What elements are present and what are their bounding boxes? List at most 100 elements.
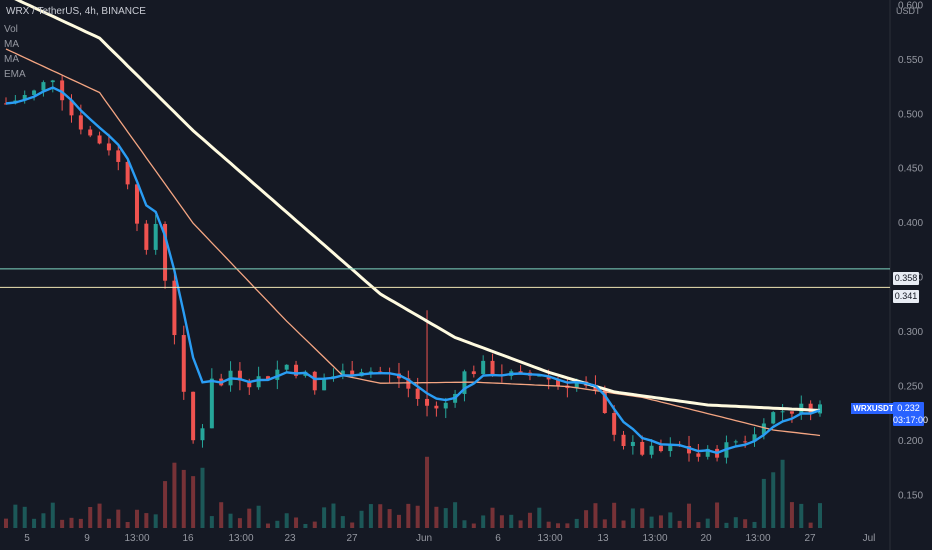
volume-bar xyxy=(13,504,18,528)
hline-label-0341[interactable]: 0.341 xyxy=(893,290,919,303)
candle-body xyxy=(434,405,439,409)
hline-label-0358[interactable]: 0.358 xyxy=(893,272,919,285)
volume-bar xyxy=(621,520,626,528)
volume-bar xyxy=(752,521,757,528)
volume-bar xyxy=(808,522,813,528)
volume-bar xyxy=(471,523,476,528)
candle-body xyxy=(602,390,607,414)
volume-bar xyxy=(294,517,299,528)
candle-body xyxy=(574,381,579,389)
x-tick-label: 13:00 xyxy=(537,533,562,544)
candle-body xyxy=(490,360,495,375)
candle-body xyxy=(191,391,196,441)
candle-body xyxy=(275,369,280,380)
volume-bar xyxy=(518,520,523,528)
volume-bar xyxy=(4,518,8,528)
candle-body xyxy=(247,380,252,388)
indicator-volume[interactable]: Vol xyxy=(4,24,18,35)
candle-body xyxy=(780,411,785,413)
volume-bar xyxy=(22,506,27,528)
volume-bar xyxy=(799,503,804,528)
candle-body xyxy=(294,364,299,376)
volume-bar xyxy=(172,462,177,528)
candle-body xyxy=(771,412,776,424)
volume-bar xyxy=(640,508,645,528)
volume-bar xyxy=(677,520,682,528)
volume-bar xyxy=(715,502,720,528)
volume-bar xyxy=(134,509,139,528)
indicator-ema[interactable]: EMA xyxy=(4,69,26,80)
volume-bar xyxy=(163,481,168,528)
indicator-ma-2[interactable]: MA xyxy=(4,54,19,65)
volume-bar xyxy=(462,520,467,528)
volume-bar xyxy=(41,513,46,528)
volume-bar xyxy=(443,508,448,528)
volume-bar xyxy=(78,518,83,528)
volume-bar xyxy=(490,507,495,528)
volume-bar xyxy=(668,512,673,528)
volume-bar xyxy=(743,519,748,528)
candle-body xyxy=(144,223,149,250)
candle-body xyxy=(134,184,139,224)
volume-bar xyxy=(228,513,233,528)
volume-bar xyxy=(237,518,242,528)
x-tick-label: 6 xyxy=(495,533,501,544)
candle-body xyxy=(181,335,186,392)
volume-bar xyxy=(687,503,692,528)
volume-bar xyxy=(312,521,317,528)
y-tick-label: 0.600 xyxy=(898,0,923,11)
volume-bar xyxy=(789,502,794,528)
candle-body xyxy=(97,135,102,144)
volume-bar xyxy=(415,505,420,528)
candle-body xyxy=(200,428,205,441)
candle-body xyxy=(22,94,27,101)
volume-bar xyxy=(733,517,738,528)
candle-body xyxy=(350,370,355,377)
candle-body xyxy=(556,379,561,386)
candle-body xyxy=(789,411,794,414)
volume-bar xyxy=(144,513,149,528)
volume-bar xyxy=(116,509,121,528)
candle-body xyxy=(116,150,121,162)
candle-body xyxy=(41,82,46,91)
volume-bar xyxy=(406,503,411,528)
volume-bar xyxy=(387,509,392,528)
volume-bar xyxy=(658,515,663,528)
ema-line xyxy=(5,86,821,455)
volume-bar xyxy=(350,522,355,528)
volume-bar xyxy=(191,476,196,528)
x-tick-label: 13 xyxy=(597,533,609,544)
candle-body xyxy=(125,161,130,185)
volume-bar xyxy=(771,472,776,528)
volume-bar xyxy=(322,507,327,528)
candle-body xyxy=(743,441,748,443)
candle-body xyxy=(265,376,270,380)
volume-bar xyxy=(780,459,785,528)
volume-bar xyxy=(761,478,766,528)
volume-bar xyxy=(284,513,289,528)
candle-body xyxy=(237,370,242,381)
symbol-title[interactable]: WRX / TetherUS, 4h, BINANCE xyxy=(6,6,146,17)
candle-body xyxy=(50,80,55,83)
volume-bar xyxy=(247,508,252,528)
x-tick-label: 13:00 xyxy=(228,533,253,544)
ma-short-line xyxy=(5,48,821,437)
volume-bar xyxy=(69,517,74,528)
volume-bar xyxy=(153,514,158,528)
candle-body xyxy=(368,371,373,373)
candle-body xyxy=(649,445,654,455)
x-tick-label: Jul xyxy=(863,533,876,544)
indicator-ma-1[interactable]: MA xyxy=(4,39,19,50)
candle-body xyxy=(471,371,476,375)
candle-body xyxy=(312,371,317,391)
volume-bar xyxy=(396,514,401,528)
volume-bar xyxy=(181,469,186,528)
volume-bar xyxy=(565,523,570,528)
x-tick-label: Jun xyxy=(416,533,432,544)
candle-body xyxy=(163,223,168,281)
volume-bar xyxy=(200,467,205,528)
volume-bar xyxy=(612,502,617,528)
candle-body xyxy=(621,434,626,447)
